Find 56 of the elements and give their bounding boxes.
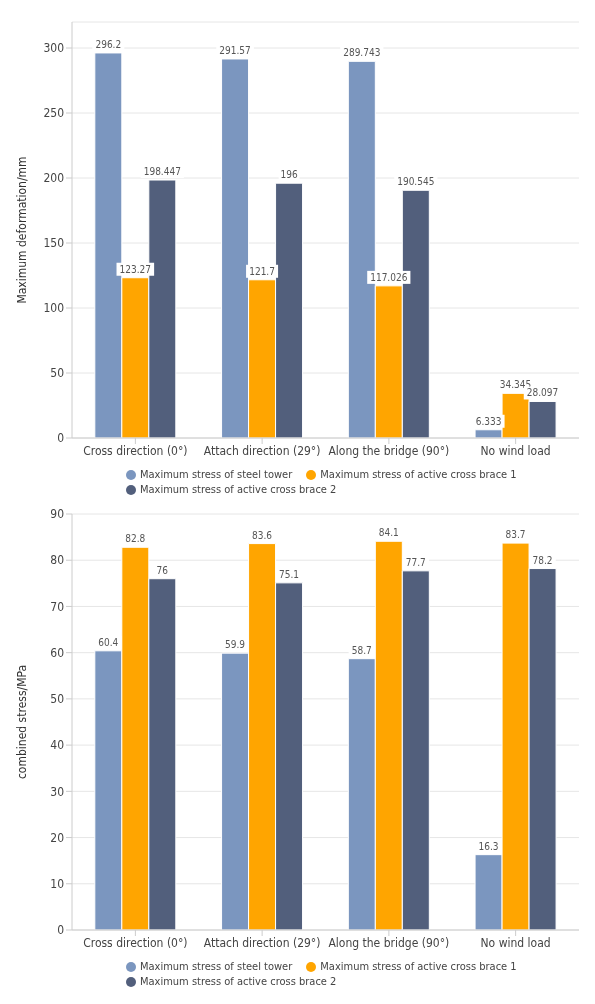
y-tick-label: 30 xyxy=(50,784,65,799)
legend-label: Maximum stress of active cross brace 1 xyxy=(320,468,517,481)
data-label: 291.57 xyxy=(219,44,251,56)
y-axis-title: Maximum deformation/mm xyxy=(15,156,30,304)
x-tick-label: Along the bridge (90°) xyxy=(328,935,450,950)
x-tick-label: Cross direction (0°) xyxy=(83,443,188,458)
y-tick-label: 0 xyxy=(57,431,65,446)
y-tick-label: 50 xyxy=(50,692,65,707)
legend-label: Maximum stress of active cross brace 2 xyxy=(140,483,337,496)
y-tick-label: 150 xyxy=(43,236,65,251)
data-label: 6.333 xyxy=(475,415,502,427)
y-axis-title: combined stress/MPa xyxy=(15,664,30,780)
y-tick-label: 80 xyxy=(50,553,65,568)
data-label: 198.447 xyxy=(143,166,181,178)
x-tick-label: Along the bridge (90°) xyxy=(328,443,450,458)
legend-label: Maximum stress of steel tower xyxy=(140,468,293,481)
data-label: 28.097 xyxy=(526,387,559,399)
y-tick-label: 100 xyxy=(43,301,65,316)
data-label: 84.1 xyxy=(378,527,399,539)
data-label: 60.4 xyxy=(98,636,119,648)
data-label: 83.6 xyxy=(252,529,273,541)
legend-label: Maximum stress of active cross brace 1 xyxy=(320,960,517,973)
y-tick-label: 90 xyxy=(50,507,65,522)
y-tick-label: 40 xyxy=(50,738,65,753)
data-label: 121.7 xyxy=(249,265,275,277)
data-label: 196 xyxy=(280,169,298,181)
y-tick-label: 10 xyxy=(50,877,65,892)
x-tick-label: Attach direction (29°) xyxy=(203,935,321,950)
legend-label: Maximum stress of active cross brace 2 xyxy=(140,975,337,988)
data-label: 58.7 xyxy=(351,644,372,656)
data-label: 289.743 xyxy=(343,47,381,59)
data-label: 82.8 xyxy=(125,533,146,545)
y-tick-label: 20 xyxy=(50,830,65,845)
data-label: 117.026 xyxy=(370,271,408,283)
data-label: 75.1 xyxy=(279,568,300,580)
data-label: 296.2 xyxy=(95,38,122,50)
y-tick-label: 200 xyxy=(43,171,65,186)
data-label: 83.7 xyxy=(505,529,526,541)
x-tick-label: No wind load xyxy=(480,443,551,458)
data-label: 77.7 xyxy=(405,556,426,568)
legend-label: Maximum stress of steel tower xyxy=(140,960,293,973)
data-label: 76 xyxy=(156,564,169,576)
y-tick-label: 50 xyxy=(50,366,65,381)
data-label: 190.545 xyxy=(397,176,435,188)
y-tick-label: 300 xyxy=(43,41,65,56)
y-tick-label: 0 xyxy=(57,923,65,938)
y-tick-label: 60 xyxy=(50,645,65,660)
data-label: 16.3 xyxy=(478,840,499,852)
x-tick-label: Cross direction (0°) xyxy=(83,935,188,950)
y-tick-label: 70 xyxy=(50,599,65,614)
x-tick-label: No wind load xyxy=(480,935,551,950)
y-tick-label: 250 xyxy=(43,106,65,121)
x-tick-label: Attach direction (29°) xyxy=(203,443,321,458)
data-label: 59.9 xyxy=(225,639,246,651)
data-label: 123.27 xyxy=(119,263,152,275)
data-label: 78.2 xyxy=(532,554,553,566)
